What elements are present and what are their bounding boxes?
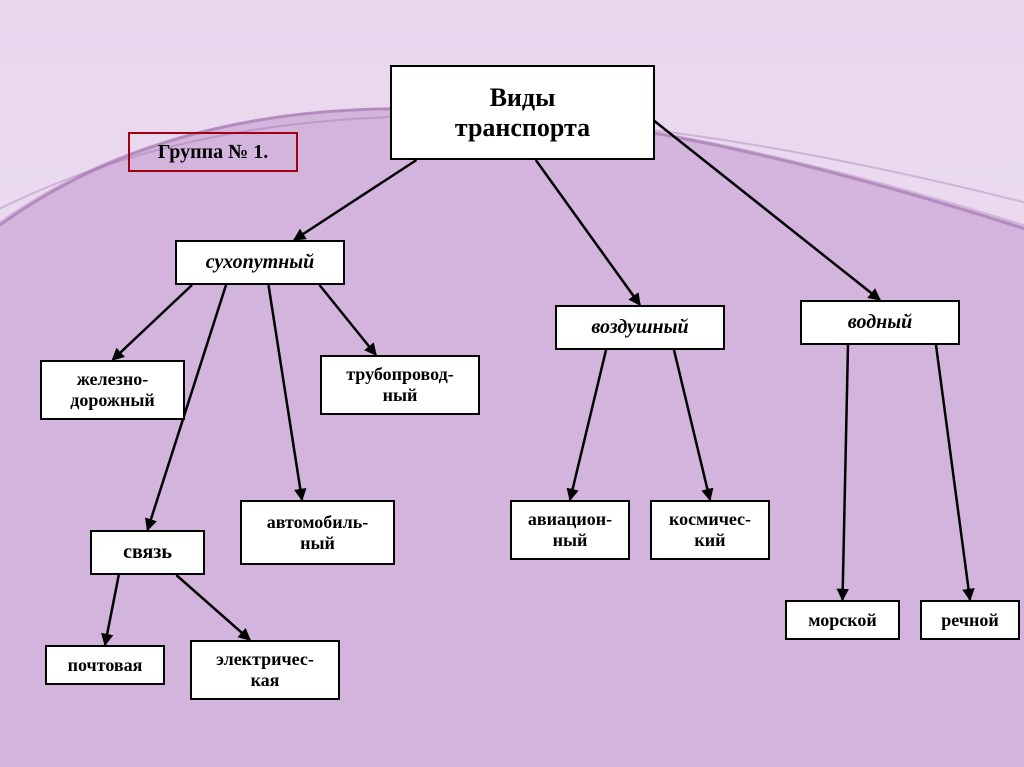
node-rail: железно-дорожный — [40, 360, 185, 420]
node-air: воздушный — [555, 305, 725, 350]
node-space: космичес-кий — [650, 500, 770, 560]
diagram-stage: Группа № 1. Видытранспорта сухопутный возд… — [0, 0, 1024, 767]
node-water: водный — [800, 300, 960, 345]
node-post: почтовая — [45, 645, 165, 685]
node-sea: морской — [785, 600, 900, 640]
node-auto: автомобиль-ный — [240, 500, 395, 565]
node-root: Видытранспорта — [390, 65, 655, 160]
group-label: Группа № 1. — [128, 132, 298, 172]
node-link: связь — [90, 530, 205, 575]
node-river: речной — [920, 600, 1020, 640]
node-avia: авиацион-ный — [510, 500, 630, 560]
node-land: сухопутный — [175, 240, 345, 285]
node-elec: электричес-кая — [190, 640, 340, 700]
node-pipe: трубопровод-ный — [320, 355, 480, 415]
